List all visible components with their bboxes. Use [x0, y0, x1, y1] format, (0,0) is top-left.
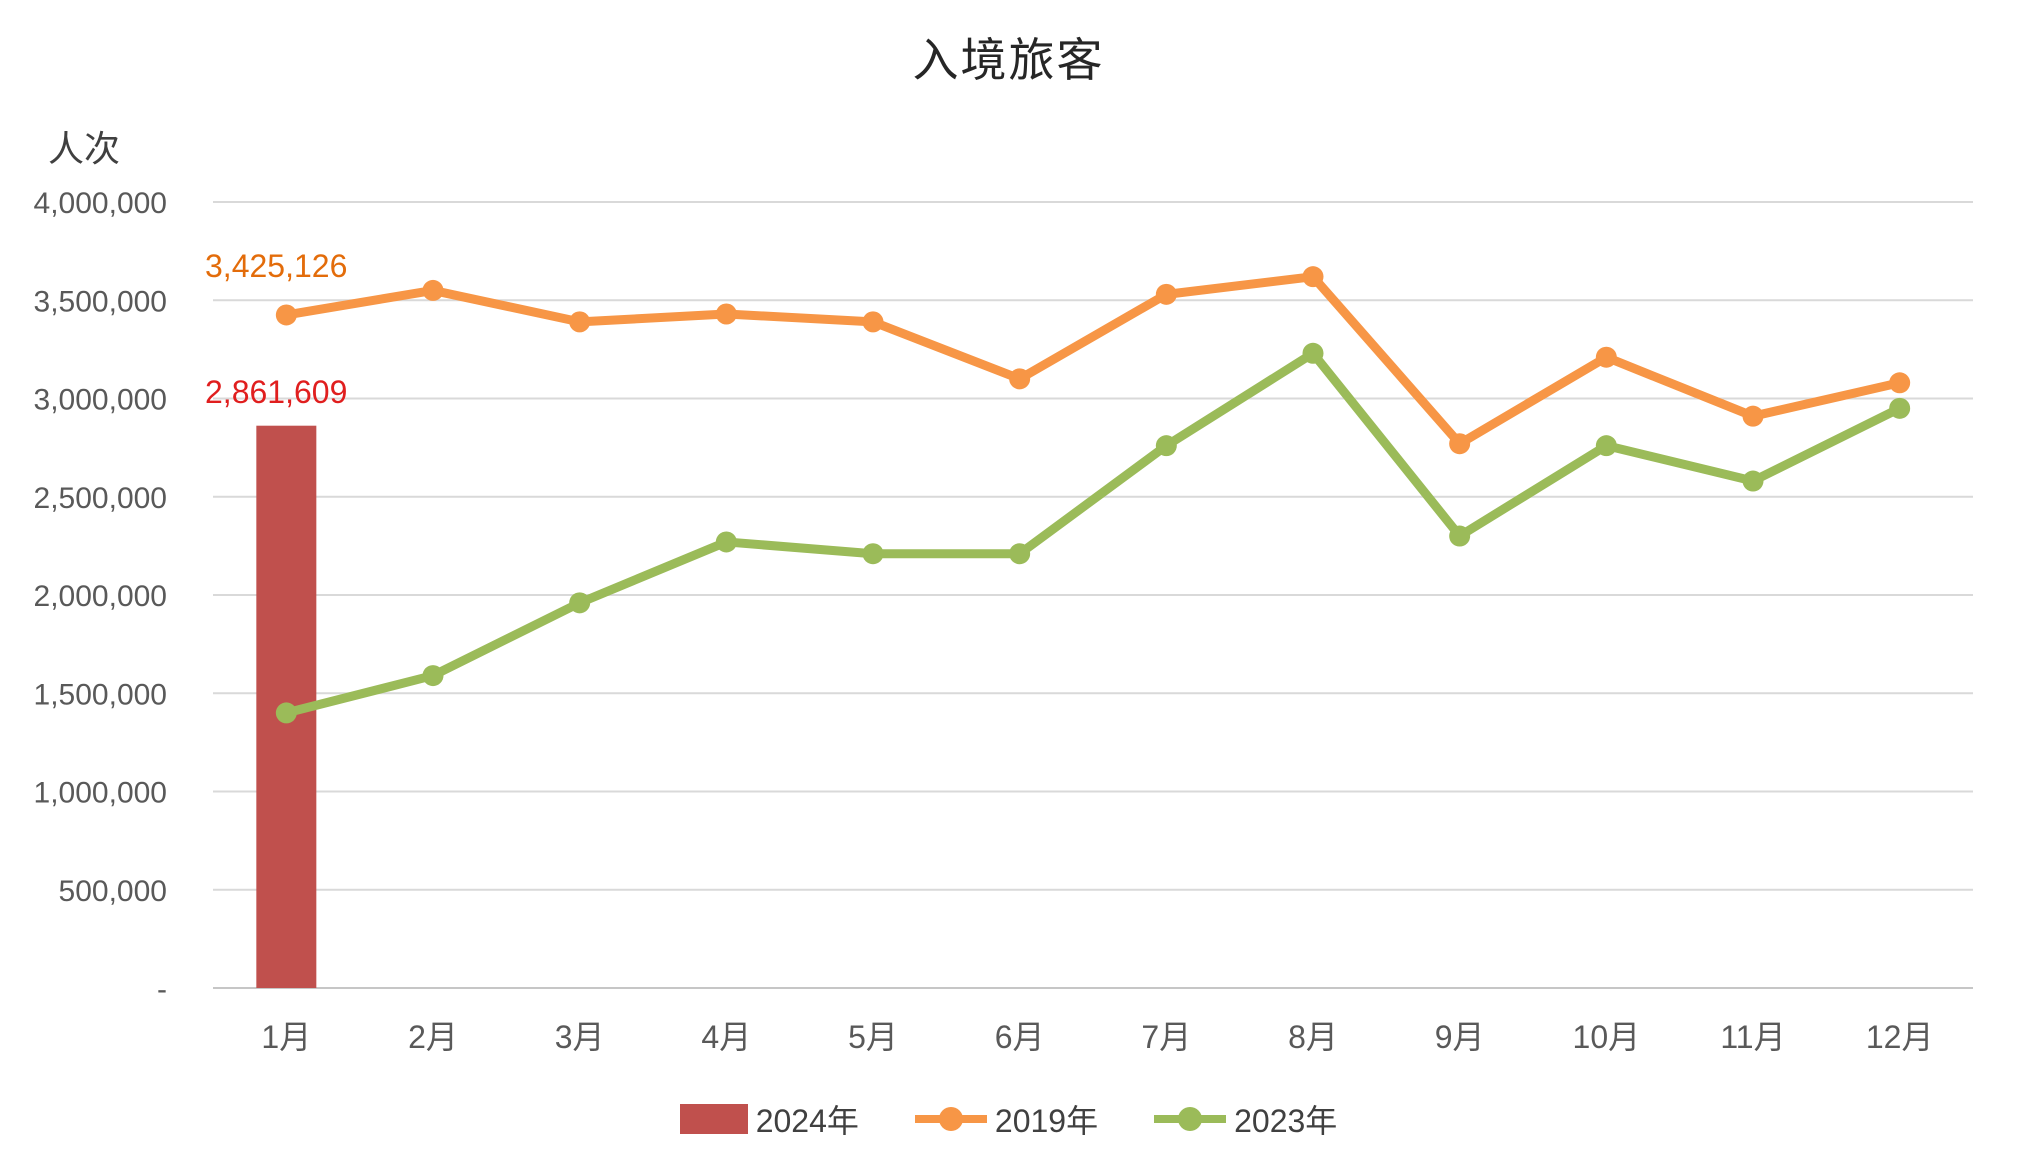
point-2023年-5月: [862, 543, 884, 565]
point-2023年-3月: [569, 592, 591, 614]
y-axis-title: 人次: [48, 128, 121, 169]
x-tick-label: 6月: [995, 1019, 1045, 1055]
x-tick-label: 3月: [555, 1019, 605, 1055]
legend-dot-icon: [938, 1107, 963, 1131]
y-tick-label: 3,500,000: [34, 285, 167, 318]
y-tick-label: 500,000: [59, 875, 167, 908]
x-tick-label: 5月: [848, 1019, 898, 1055]
x-tick-label: 7月: [1141, 1019, 1191, 1055]
x-tick-label: 2月: [408, 1019, 458, 1055]
data-label-2024-jan: 2,861,609: [205, 374, 348, 410]
legend: 2024年 2019年 2023年: [0, 1096, 2017, 1142]
point-2023年-7月: [1155, 435, 1177, 457]
x-tick-label: 11月: [1720, 1019, 1785, 1055]
line-2019年: [281, 272, 1905, 449]
point-2019年-11月: [1742, 405, 1764, 427]
chart-title: 入境旅客: [912, 34, 1105, 86]
x-tick-label: 10月: [1573, 1019, 1641, 1055]
point-2019年-5月: [862, 311, 884, 333]
legend-swatch-line-marker-icon: [1154, 1106, 1227, 1132]
legend-swatch-bar-icon: [679, 1104, 748, 1134]
y-tick-label: 2,500,000: [34, 482, 167, 515]
point-2023年-6月: [1009, 543, 1031, 565]
point-2023年-2月: [422, 665, 444, 687]
point-2019年-12月: [1889, 372, 1911, 394]
point-2019年-4月: [715, 303, 737, 325]
y-tick-label: 3,000,000: [34, 384, 167, 417]
point-2019年-2月: [422, 279, 444, 301]
x-tick-label: 9月: [1435, 1019, 1485, 1055]
legend-label-2019: 2019年: [994, 1103, 1099, 1139]
legend-dot-icon: [1178, 1107, 1203, 1131]
legend-item-2023: 2023年: [1154, 1096, 1337, 1142]
x-tick-label: 8月: [1288, 1019, 1338, 1055]
point-2019年-7月: [1155, 283, 1177, 305]
point-2023年-12月: [1889, 397, 1911, 419]
point-2023年-4月: [715, 531, 737, 553]
x-tick-label: 12月: [1866, 1019, 1934, 1055]
legend-label-2024: 2024年: [755, 1103, 859, 1139]
line-2023年: [281, 348, 1905, 718]
y-tick-label: 4,000,000: [34, 187, 167, 220]
legend-item-2019: 2019年: [914, 1096, 1099, 1142]
point-2023年-8月: [1302, 342, 1324, 364]
point-2019年-3月: [569, 311, 591, 333]
point-2023年-10月: [1595, 435, 1617, 457]
x-tick-label: 1月: [261, 1019, 311, 1055]
legend-swatch-line-marker-icon: [914, 1106, 987, 1132]
point-2019年-8月: [1302, 266, 1324, 288]
y-tick-label: 2,000,000: [34, 580, 167, 613]
point-2019年-1月: [275, 304, 297, 326]
legend-label-2023: 2023年: [1234, 1103, 1338, 1139]
legend-item-2024: 2024年: [679, 1096, 859, 1142]
data-label-2019-jan: 3,425,126: [205, 248, 348, 284]
y-tick-label: 1,000,000: [34, 777, 167, 810]
point-2019年-6月: [1009, 368, 1031, 390]
x-tick-label: 4月: [701, 1019, 751, 1055]
point-2023年-11月: [1742, 470, 1764, 492]
point-2019年-10月: [1595, 346, 1617, 368]
point-2023年-1月: [275, 702, 297, 724]
y-tick-label: 1,500,000: [34, 678, 167, 711]
y-tick-label: -: [157, 973, 167, 1006]
point-2019年-9月: [1449, 433, 1471, 455]
point-2023年-9月: [1449, 525, 1471, 547]
